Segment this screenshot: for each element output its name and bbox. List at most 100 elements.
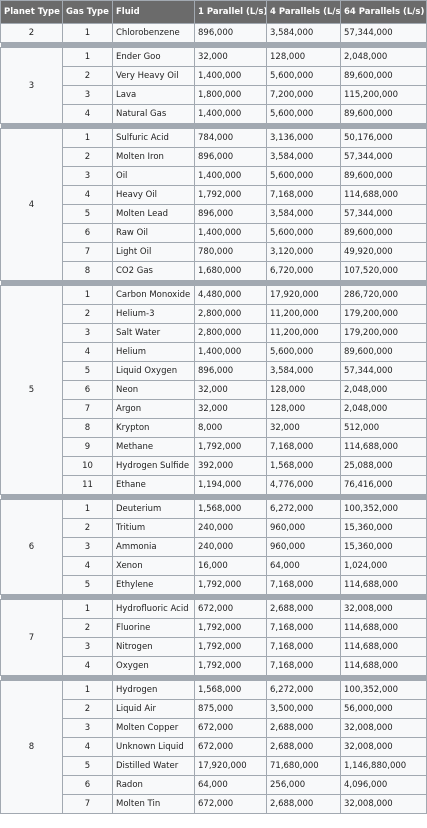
gas-type-cell: 3 xyxy=(62,537,113,557)
four-parallels-cell: 128,000 xyxy=(266,380,341,400)
one-parallel-cell: 2,800,000 xyxy=(194,323,267,343)
gas-type-cell: 2 xyxy=(62,618,113,638)
gas-type-cell: 1 xyxy=(62,680,113,700)
table-row: 3 Oil 1,400,000 5,600,000 89,600,000 xyxy=(1,166,427,186)
fluid-cell: Heavy Oil xyxy=(112,185,195,205)
sixtyfour-parallels-cell: 100,352,000 xyxy=(340,499,427,519)
one-parallel-cell: 1,680,000 xyxy=(194,261,267,281)
sixtyfour-parallels-cell: 57,344,000 xyxy=(340,23,427,43)
fluid-cell: Ender Goo xyxy=(112,47,195,67)
planet-type-cell: 5 xyxy=(0,285,63,495)
one-parallel-cell: 1,792,000 xyxy=(194,656,267,676)
sixtyfour-parallels-cell: 114,688,000 xyxy=(340,185,427,205)
one-parallel-cell: 1,792,000 xyxy=(194,185,267,205)
fluid-cell: Chlorobenzene xyxy=(112,23,195,43)
four-parallels-cell: 128,000 xyxy=(266,47,341,67)
table-body: 2 1 Chlorobenzene 896,000 3,584,000 57,344,00… xyxy=(0,23,427,814)
gas-type-cell: 7 xyxy=(62,242,113,262)
table-row: 3 Nitrogen 1,792,000 7,168,000 114,688,000 xyxy=(1,637,427,657)
fluid-cell: Helium-3 xyxy=(112,304,195,324)
group-separator xyxy=(0,42,427,48)
four-parallels-cell: 3,584,000 xyxy=(266,204,341,224)
table-row: 4 Oxygen 1,792,000 7,168,000 114,688,000 xyxy=(1,656,427,676)
four-parallels-cell: 7,200,000 xyxy=(266,85,341,105)
sixtyfour-parallels-cell: 57,344,000 xyxy=(340,147,427,167)
table-row: 7 Molten Tin 672,000 2,688,000 32,008,000 xyxy=(1,794,427,814)
fluid-cell: Methane xyxy=(112,437,195,457)
gas-type-cell: 5 xyxy=(62,575,113,595)
planet-type-cell: 4 xyxy=(0,128,63,281)
table-row: 3 Salt Water 2,800,000 11,200,000 179,200,00… xyxy=(1,323,427,343)
fluid-cell: Deuterium xyxy=(112,499,195,519)
gas-type-cell: 3 xyxy=(62,85,113,105)
sixtyfour-parallels-cell: 4,096,000 xyxy=(340,775,427,795)
four-parallels-cell: 3,584,000 xyxy=(266,361,341,381)
sixtyfour-parallels-cell: 2,048,000 xyxy=(340,399,427,419)
header-row: Planet Type Gas Type Fluid 1 Parallel (L… xyxy=(0,0,427,24)
separator-cell xyxy=(0,594,427,600)
sixtyfour-parallels-cell: 56,000,000 xyxy=(340,699,427,719)
one-parallel-cell: 1,568,000 xyxy=(194,499,267,519)
gas-type-cell: 1 xyxy=(62,47,113,67)
four-parallels-cell: 3,136,000 xyxy=(266,128,341,148)
gas-type-cell: 1 xyxy=(62,285,113,305)
table-row: 6 Neon 32,000 128,000 2,048,000 xyxy=(1,380,427,400)
sixtyfour-parallels-cell: 50,176,000 xyxy=(340,128,427,148)
table-row: 7 Light Oil 780,000 3,120,000 49,920,000 xyxy=(1,242,427,262)
group-separator xyxy=(0,594,427,600)
table-row: 9 Methane 1,792,000 7,168,000 114,688,000 xyxy=(1,437,427,457)
sixtyfour-parallels-cell: 2,048,000 xyxy=(340,47,427,67)
table-row: 2 Fluorine 1,792,000 7,168,000 114,688,000 xyxy=(1,618,427,638)
one-parallel-cell: 1,800,000 xyxy=(194,85,267,105)
one-parallel-cell: 672,000 xyxy=(194,599,267,619)
one-parallel-cell: 240,000 xyxy=(194,537,267,557)
gas-type-cell: 6 xyxy=(62,223,113,243)
gas-type-cell: 8 xyxy=(62,261,113,281)
fluid-cell: Nitrogen xyxy=(112,637,195,657)
table-row: 6 1 Deuterium 1,568,000 6,272,000 100,352,000 xyxy=(0,499,427,595)
sixtyfour-parallels-cell: 1,024,000 xyxy=(340,556,427,576)
sixtyfour-parallels-cell: 114,688,000 xyxy=(340,637,427,657)
sixtyfour-parallels-cell: 89,600,000 xyxy=(340,166,427,186)
sixtyfour-parallels-cell: 89,600,000 xyxy=(340,66,427,86)
fluid-cell: Distilled Water xyxy=(112,756,195,776)
table-row: 5 1 Carbon Monoxide 4,480,000 17,920,000 286,… xyxy=(0,285,427,495)
four-parallels-cell: 6,272,000 xyxy=(266,680,341,700)
table-row: 3 Lava 1,800,000 7,200,000 115,200,000 xyxy=(1,85,427,105)
one-parallel-cell: 672,000 xyxy=(194,794,267,814)
gas-type-cell: 3 xyxy=(62,323,113,343)
four-parallels-cell: 7,168,000 xyxy=(266,575,341,595)
header-64-parallels: 64 Parallels (L/s) xyxy=(340,0,427,24)
table-row: 2 1 Chlorobenzene 896,000 3,584,000 57,344,00… xyxy=(0,23,427,43)
group-separator xyxy=(0,494,427,500)
table-row: 7 1 Hydrofluoric Acid 672,000 2,688,000 32,00… xyxy=(0,599,427,676)
four-parallels-cell: 7,168,000 xyxy=(266,656,341,676)
fluid-cell: Molten Lead xyxy=(112,204,195,224)
planet-type-cell: 2 xyxy=(0,23,63,43)
fluid-cell: Salt Water xyxy=(112,323,195,343)
gas-type-cell: 1 xyxy=(62,23,113,43)
four-parallels-cell: 2,688,000 xyxy=(266,599,341,619)
table-row: 4 Unknown Liquid 672,000 2,688,000 32,008,00… xyxy=(1,737,427,757)
fluid-cell: Krypton xyxy=(112,418,195,438)
fluid-cell: Very Heavy Oil xyxy=(112,66,195,86)
table-row: 5 Molten Lead 896,000 3,584,000 57,344,000 xyxy=(1,204,427,224)
fluid-cell: Oil xyxy=(112,166,195,186)
fluid-cell: Light Oil xyxy=(112,242,195,262)
one-parallel-cell: 1,400,000 xyxy=(194,342,267,362)
one-parallel-cell: 16,000 xyxy=(194,556,267,576)
one-parallel-cell: 1,400,000 xyxy=(194,223,267,243)
gas-type-cell: 3 xyxy=(62,718,113,738)
fluid-cell: Molten Copper xyxy=(112,718,195,738)
fluid-cell: Molten Iron xyxy=(112,147,195,167)
one-parallel-cell: 1,792,000 xyxy=(194,437,267,457)
fluid-cell: Ethylene xyxy=(112,575,195,595)
header-planet-type: Planet Type xyxy=(0,0,63,24)
gas-type-cell: 2 xyxy=(62,518,113,538)
table-row: 7 Argon 32,000 128,000 2,048,000 xyxy=(1,399,427,419)
four-parallels-cell: 6,272,000 xyxy=(266,499,341,519)
sixtyfour-parallels-cell: 15,360,000 xyxy=(340,537,427,557)
fluid-cell: Helium xyxy=(112,342,195,362)
fluid-cell: Unknown Liquid xyxy=(112,737,195,757)
